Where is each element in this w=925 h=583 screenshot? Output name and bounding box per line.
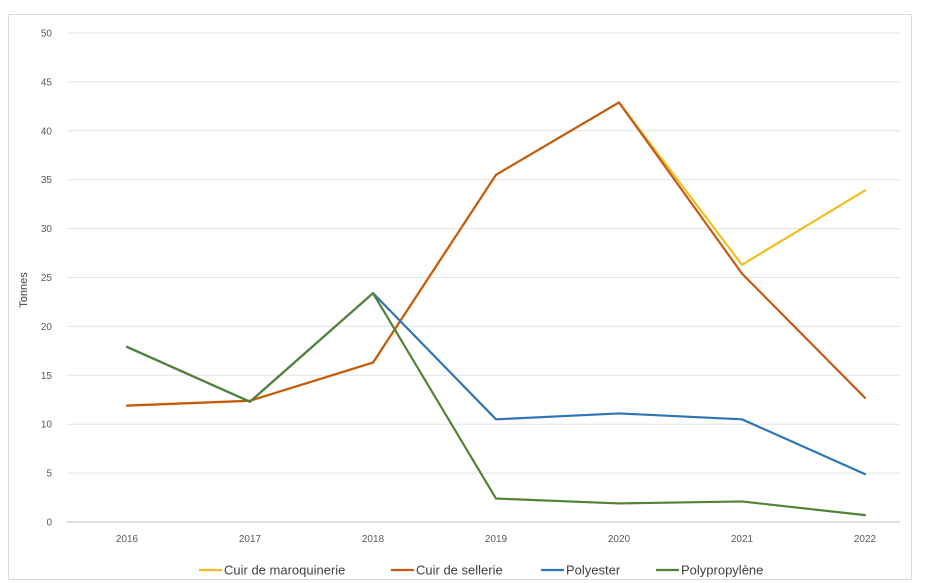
y-tick-label: 30: [41, 224, 53, 235]
x-axis-ticks: 2016 2017 2018 2019 2020 2021 2022: [116, 534, 877, 545]
legend-label: Cuir de sellerie: [416, 563, 503, 578]
x-tick-label: 2016: [116, 534, 139, 545]
x-tick-label: 2021: [731, 534, 754, 545]
y-tick-label: 35: [41, 175, 53, 186]
y-tick-label: 0: [46, 518, 52, 529]
x-tick-label: 2017: [239, 534, 262, 545]
legend: Cuir de maroquinerie Cuir de sellerie Poly…: [199, 563, 763, 578]
y-axis-ticks: 0 5 10 15 20 25 30 35 40 45 50: [41, 29, 53, 529]
y-tick-label: 5: [46, 469, 52, 480]
y-axis-label: Tonnes: [18, 272, 30, 308]
y-tick-label: 25: [41, 273, 53, 284]
series-lines: [125, 101, 867, 517]
y-tick-label: 10: [41, 420, 53, 431]
legend-label: Polyester: [566, 563, 621, 578]
series-line-3: [125, 292, 867, 517]
x-tick-label: 2020: [608, 534, 631, 545]
series-line-0: [125, 101, 867, 407]
y-tick-label: 15: [41, 371, 53, 382]
x-tick-label: 2022: [854, 534, 877, 545]
x-tick-label: 2018: [362, 534, 385, 545]
legend-label: Cuir de maroquinerie: [224, 563, 345, 578]
gridlines: [67, 32, 900, 523]
chart-frame: [8, 14, 912, 580]
series-line-2: [125, 292, 867, 476]
y-tick-label: 45: [41, 77, 53, 88]
series-line-1: [125, 101, 867, 407]
y-tick-label: 20: [41, 322, 53, 333]
legend-label: Polypropylène: [681, 563, 763, 578]
x-tick-label: 2019: [485, 534, 508, 545]
y-tick-label: 40: [41, 126, 53, 137]
y-tick-label: 50: [41, 29, 53, 40]
